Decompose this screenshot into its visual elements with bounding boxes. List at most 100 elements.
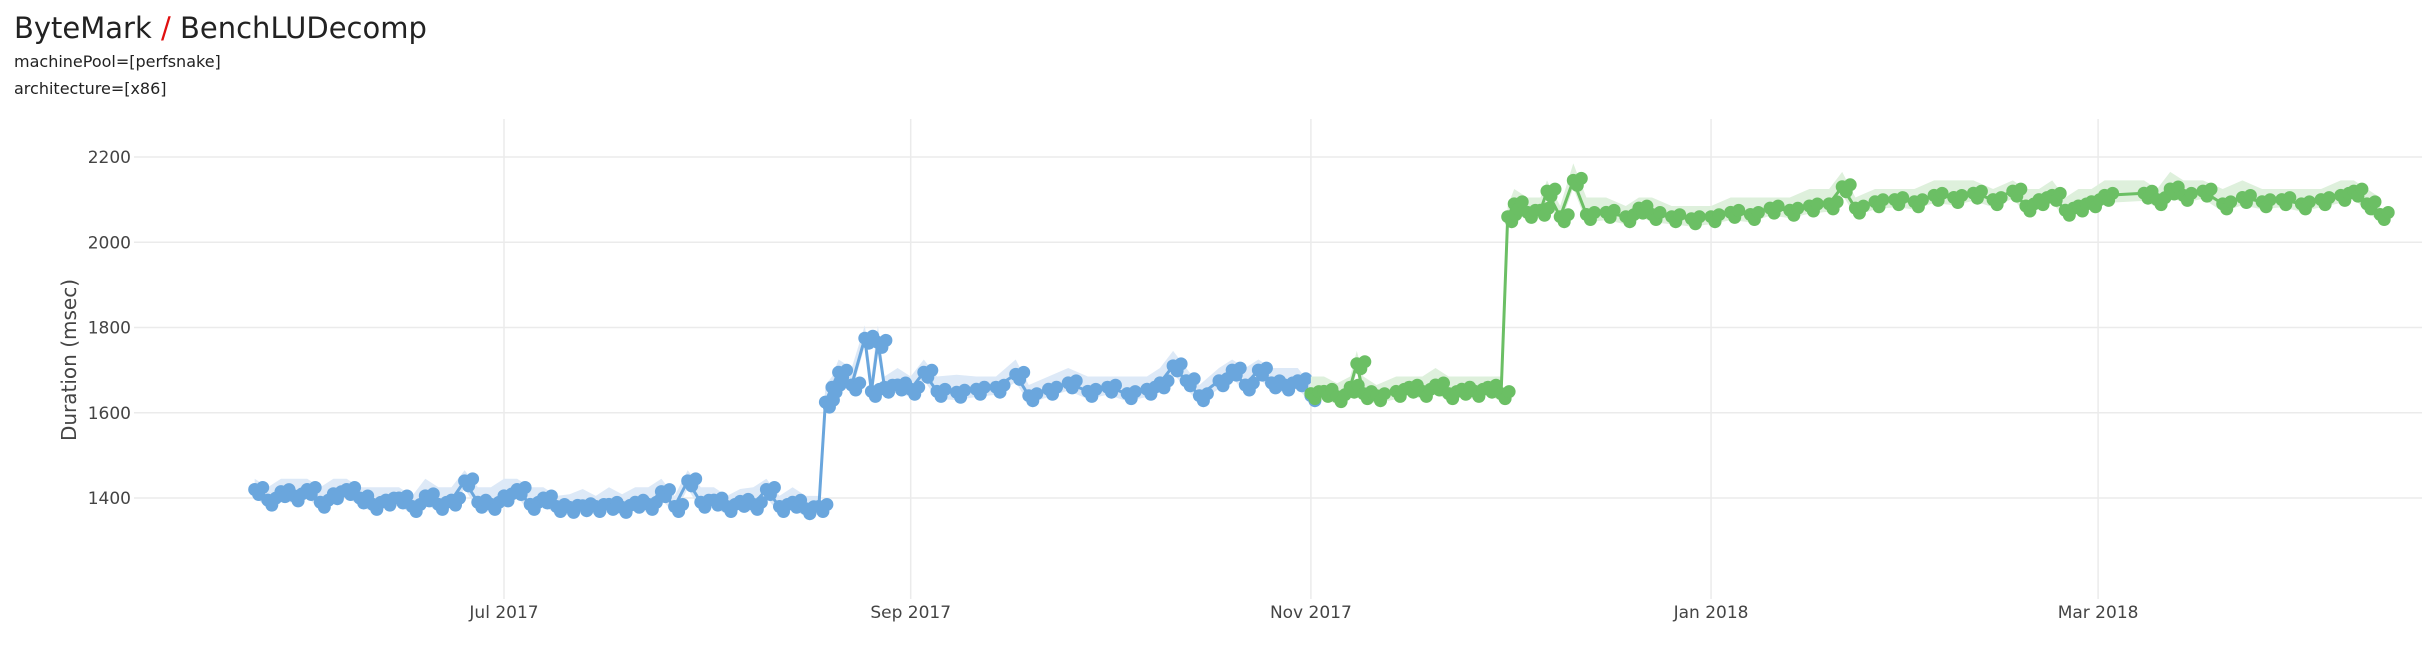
data-point[interactable] xyxy=(1561,208,1575,222)
data-point[interactable] xyxy=(1246,376,1260,390)
x-tick-label: Jul 2017 xyxy=(468,603,538,623)
data-point[interactable] xyxy=(2263,193,2277,207)
data-point[interactable] xyxy=(544,489,558,503)
data-point[interactable] xyxy=(1548,182,1562,196)
data-point[interactable] xyxy=(2184,186,2198,200)
data-point[interactable] xyxy=(2368,195,2382,209)
data-point[interactable] xyxy=(518,481,532,494)
data-point[interactable] xyxy=(2283,191,2297,205)
data-point[interactable] xyxy=(1994,191,2008,205)
blue-series-line[interactable] xyxy=(253,336,1313,511)
data-point[interactable] xyxy=(1791,201,1805,215)
data-point[interactable] xyxy=(256,481,270,494)
data-point[interactable] xyxy=(1856,199,1870,213)
blue-series-range-band xyxy=(254,325,1311,517)
data-point[interactable] xyxy=(308,481,322,494)
data-point[interactable] xyxy=(1109,378,1122,392)
data-point[interactable] xyxy=(1030,387,1044,401)
data-point[interactable] xyxy=(1653,206,1667,219)
data-point[interactable] xyxy=(1050,380,1063,394)
data-point[interactable] xyxy=(977,380,991,394)
data-point[interactable] xyxy=(426,487,440,501)
data-point[interactable] xyxy=(1200,387,1214,401)
data-point[interactable] xyxy=(2053,186,2067,200)
data-point[interactable] xyxy=(958,383,972,397)
chart-header: ByteMark / BenchLUDecomp machinePool=[pe… xyxy=(14,8,427,102)
data-point[interactable] xyxy=(2014,182,2028,196)
data-point[interactable] xyxy=(1732,203,1746,217)
data-point[interactable] xyxy=(1955,189,1969,202)
data-point[interactable] xyxy=(853,376,867,390)
data-point[interactable] xyxy=(400,489,414,503)
data-point[interactable] xyxy=(938,382,952,396)
data-point[interactable] xyxy=(820,498,834,511)
data-point[interactable] xyxy=(1915,193,1929,207)
data-point[interactable] xyxy=(1935,186,1949,200)
data-point[interactable] xyxy=(1089,382,1103,396)
data-point[interactable] xyxy=(1810,197,1824,211)
data-point[interactable] xyxy=(1069,374,1083,388)
data-point[interactable] xyxy=(754,495,768,509)
data-point[interactable] xyxy=(1843,178,1857,192)
data-point[interactable] xyxy=(1515,195,1529,209)
data-point[interactable] xyxy=(1187,372,1201,386)
series-layer[interactable] xyxy=(248,163,2395,521)
data-point[interactable] xyxy=(1712,208,1726,222)
data-point[interactable] xyxy=(2302,195,2316,209)
data-point[interactable] xyxy=(912,380,926,394)
data-point[interactable] xyxy=(689,472,703,486)
data-point[interactable] xyxy=(1587,206,1601,219)
x-tick-label: Sep 2017 xyxy=(870,603,951,623)
y-axis: 1400 1600 1800 2000 2200 xyxy=(88,148,131,509)
filter-machine-pool: machinePool=[perfsnake] xyxy=(14,52,221,71)
data-point[interactable] xyxy=(1771,199,1785,213)
data-point[interactable] xyxy=(1574,171,1588,185)
data-point[interactable] xyxy=(1876,193,1890,207)
data-point[interactable] xyxy=(1607,203,1621,217)
data-point[interactable] xyxy=(2224,195,2238,209)
data-point[interactable] xyxy=(1161,374,1175,388)
data-point[interactable] xyxy=(2355,182,2369,196)
data-point[interactable] xyxy=(1259,361,1273,375)
x-tick-label: Jan 2018 xyxy=(1673,603,1749,623)
data-point[interactable] xyxy=(348,481,362,494)
data-point[interactable] xyxy=(925,363,939,377)
data-point[interactable] xyxy=(2381,206,2395,219)
data-point[interactable] xyxy=(767,481,781,494)
data-point[interactable] xyxy=(1692,210,1706,224)
data-point[interactable] xyxy=(1233,361,1247,375)
page-title: ByteMark / BenchLUDecomp xyxy=(14,8,427,48)
y-axis-title: Duration (msec) xyxy=(57,279,81,441)
data-point[interactable] xyxy=(2106,186,2120,200)
data-point[interactable] xyxy=(1974,184,1988,198)
x-axis: Jul 2017 Sep 2017 Nov 2017 Jan 2018 Mar 2018 xyxy=(468,603,2138,623)
data-point[interactable] xyxy=(997,378,1011,392)
data-point[interactable] xyxy=(840,363,854,377)
y-tick-label: 1400 xyxy=(88,489,131,509)
data-point[interactable] xyxy=(1378,387,1391,401)
data-point[interactable] xyxy=(1437,376,1450,390)
data-point[interactable] xyxy=(2243,189,2257,202)
data-point[interactable] xyxy=(879,333,893,347)
data-point[interactable] xyxy=(1751,206,1765,219)
data-point[interactable] xyxy=(1830,195,1844,209)
data-point[interactable] xyxy=(1502,385,1516,399)
data-point[interactable] xyxy=(1174,357,1188,371)
data-point[interactable] xyxy=(2204,182,2218,196)
green-series-line[interactable] xyxy=(1310,178,2382,399)
data-point[interactable] xyxy=(1673,208,1687,222)
project-name[interactable]: ByteMark xyxy=(14,11,152,45)
data-point[interactable] xyxy=(466,472,480,486)
data-point[interactable] xyxy=(2322,191,2336,205)
data-point[interactable] xyxy=(1299,372,1313,386)
data-point[interactable] xyxy=(1542,201,1555,215)
data-point[interactable] xyxy=(1017,365,1031,379)
data-point[interactable] xyxy=(1358,355,1372,369)
data-point[interactable] xyxy=(1896,191,1910,205)
x-tick-label: Nov 2017 xyxy=(1270,603,1352,623)
data-point[interactable] xyxy=(662,483,676,497)
data-point[interactable] xyxy=(453,491,466,505)
data-point[interactable] xyxy=(676,498,690,511)
data-point[interactable] xyxy=(1128,385,1142,399)
